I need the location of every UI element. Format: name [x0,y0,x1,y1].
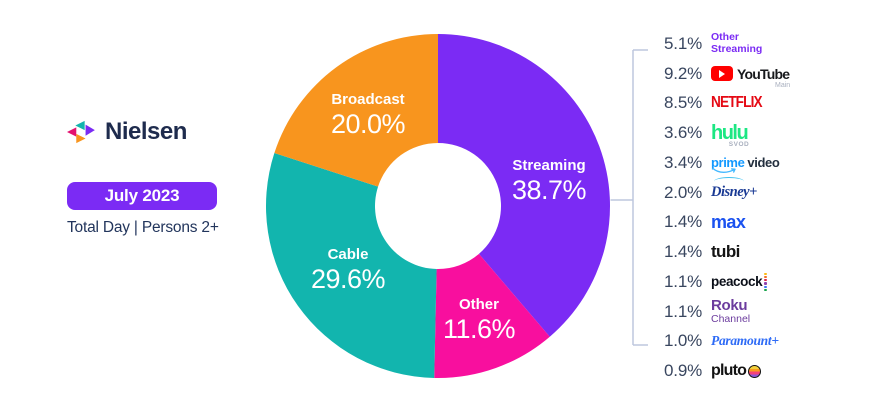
pluto-tv-logo: pluto [711,362,762,380]
segment-cable [265,153,437,378]
cable-segment-label: Cable 29.6% [310,246,386,294]
disney-plus-logo: Disney+ [711,177,757,201]
peacock-logo: peacock [711,272,768,291]
breakdown-row-roku-channel: 1.1% Roku Channel [646,297,871,327]
share-value: 9.2% [664,63,702,83]
prime-video-logo: prime video [711,155,780,174]
roku-channel-logo: Roku Channel [711,297,751,326]
segment-other [434,253,550,379]
breakdown-row-other-streaming: 5.1% Other Streaming [646,29,871,59]
paramount-plus-logo: Paramount+ [711,333,779,349]
breakdown-row-tubi: 1.4% tubi [646,237,871,267]
hulu-logo: hulu SVOD [711,122,750,148]
share-value: 3.4% [664,152,702,172]
segment-broadcast [274,34,438,187]
tubi-logo: tubi [711,242,740,262]
nielsen-logo-icon [67,120,95,144]
share-value: 5.1% [664,33,702,53]
streaming-segment-label: Streaming 38.7% [511,157,587,205]
streaming-breakdown-bracket [610,49,648,346]
other-streaming-logo: Other Streaming [711,31,763,55]
period-badge: July 2023 [67,182,217,210]
youtube-play-icon [711,66,733,82]
audience-subtitle: Total Day | Persons 2+ [67,219,219,236]
broadcast-segment-label: Broadcast 20.0% [330,91,406,139]
streaming-breakdown-list: 5.1% Other Streaming 9.2% YouTube Main 8… [646,29,871,386]
netflix-logo: NETFLIX [711,94,763,112]
nielsen-wordmark: Nielsen [105,118,187,145]
share-value: 2.0% [664,182,702,202]
share-value: 1.1% [664,271,702,291]
disney-arc-icon [714,177,744,186]
share-value: 3.6% [664,123,702,143]
pluto-tv-icon [748,364,762,378]
share-value: 1.4% [664,212,702,232]
share-value: 0.9% [664,361,702,381]
prime-smile-icon [712,168,736,174]
breakdown-row-netflix: 8.5% NETFLIX [646,89,871,119]
max-logo: max [711,211,746,232]
share-value: 1.1% [664,301,702,321]
breakdown-row-pluto-tv: 0.9% pluto [646,356,871,386]
nielsen-logo: Nielsen [64,118,187,146]
breakdown-row-prime-video: 3.4% prime video [646,148,871,178]
breakdown-row-hulu: 3.6% hulu SVOD [646,118,871,148]
breakdown-row-max: 1.4% max [646,208,871,238]
share-value: 1.4% [664,242,702,262]
share-value: 1.0% [664,331,702,351]
segment-streaming [438,34,611,337]
youtube-logo: YouTube Main [711,66,790,89]
share-value: 8.5% [664,93,702,113]
peacock-feather-icon [764,272,768,291]
breakdown-row-disney-plus: 2.0% Disney+ [646,177,871,208]
breakdown-row-peacock: 1.1% peacock [646,267,871,297]
breakdown-row-paramount-plus: 1.0% Paramount+ [646,327,871,357]
breakdown-row-youtube: 9.2% YouTube Main [646,59,871,89]
other-segment-label: Other 11.6% [442,296,516,344]
